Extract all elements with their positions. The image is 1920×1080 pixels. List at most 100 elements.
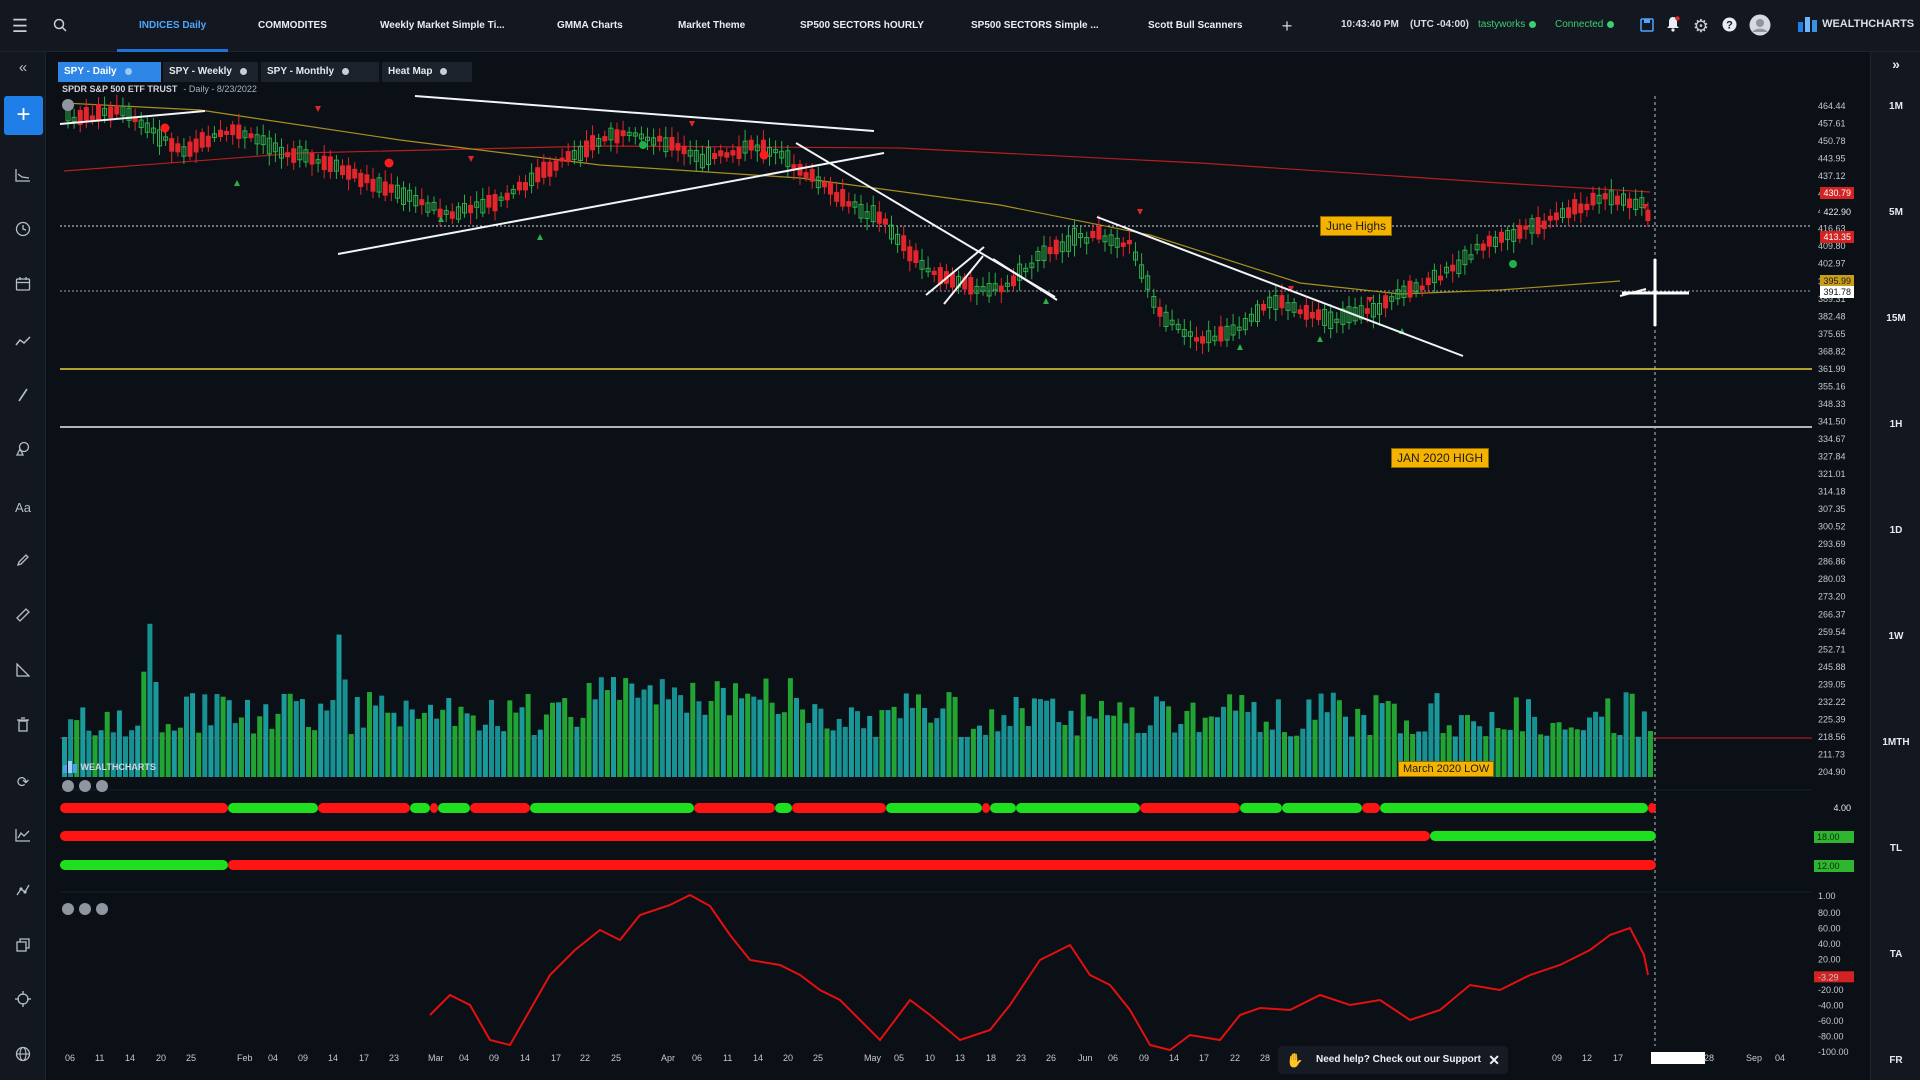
pane-expand-icon[interactable] <box>96 780 108 792</box>
pane-collapse-icon[interactable] <box>79 780 91 792</box>
candle-body <box>1370 302 1376 318</box>
menu-icon[interactable]: ☰ <box>11 16 29 36</box>
close-icon[interactable]: ✕ <box>1488 1052 1500 1068</box>
timezone[interactable]: (UTC -04:00) <box>1410 19 1469 30</box>
text-icon[interactable]: Aa <box>15 500 31 515</box>
jan-2020-high-label[interactable]: JAN 2020 HIGH <box>1391 448 1490 468</box>
volume-bar <box>1373 695 1379 777</box>
volume-bar <box>202 694 208 777</box>
timeframe-tl[interactable]: TL <box>1889 843 1903 854</box>
timeframe-ta[interactable]: TA <box>1889 949 1903 960</box>
june-highs-label[interactable]: June Highs <box>1320 216 1393 236</box>
settings-gear-icon[interactable]: ⚙ <box>1692 16 1710 36</box>
candle-body <box>144 122 150 133</box>
chart-tab-spy-weekly[interactable]: SPY - Weekly <box>163 62 258 82</box>
ruler-icon[interactable] <box>11 606 35 630</box>
sync-icon[interactable]: ⟳ <box>16 774 30 791</box>
save-icon[interactable] <box>1635 14 1659 38</box>
clock-icon[interactable] <box>11 221 35 245</box>
trend-icon[interactable] <box>11 331 35 355</box>
graph-icon[interactable] <box>11 826 35 850</box>
collapse-right-icon[interactable]: » <box>1892 56 1900 72</box>
calendar-icon[interactable] <box>11 276 35 300</box>
volume-bar <box>1233 710 1239 777</box>
price-axis-label: 389.31 <box>1818 294 1846 304</box>
volume-bar <box>226 700 232 777</box>
candle-body <box>523 182 528 191</box>
pane-control-icon[interactable] <box>62 780 74 792</box>
pane-collapse-icon[interactable] <box>79 903 91 915</box>
timeframe-1m[interactable]: 1M <box>1889 101 1903 112</box>
timeframe-15m[interactable]: 15M <box>1886 313 1906 324</box>
candle-body <box>1596 194 1602 204</box>
support-message[interactable]: Need help? Check out our Support Center <box>1316 1054 1482 1065</box>
trash-icon[interactable] <box>11 716 35 740</box>
timeframe-1d[interactable]: 1D <box>1889 525 1903 536</box>
candle-body <box>297 146 303 161</box>
volume-bar <box>1446 725 1452 777</box>
add-tab-icon[interactable]: + <box>1281 16 1293 36</box>
timeframe-1w[interactable]: 1W <box>1888 631 1904 642</box>
march-2020-low-label[interactable]: March 2020 LOW <box>1398 761 1495 777</box>
chart-tab-spy-daily[interactable]: SPY - Daily <box>58 62 161 82</box>
volume-bar <box>1153 696 1159 777</box>
volume-bar <box>171 730 177 777</box>
ribbon-segment <box>470 803 530 813</box>
price-axis-label: 225.39 <box>1818 714 1846 724</box>
volume-bar <box>1129 707 1135 777</box>
tab-gmma-charts[interactable]: GMMA Charts <box>557 20 623 31</box>
help-icon[interactable]: ? <box>1717 14 1741 38</box>
collapse-left-icon[interactable]: « <box>18 59 28 76</box>
volume-bar <box>763 678 769 777</box>
volume-bar <box>1074 735 1080 777</box>
candle-body <box>1108 234 1114 246</box>
time-axis-label: 25 <box>186 1053 196 1063</box>
time-axis-label: 12 <box>1582 1053 1592 1063</box>
time-axis-label: 04 <box>1775 1053 1785 1063</box>
tab-commodities[interactable]: COMMODITES <box>258 20 327 31</box>
pane-control-icon[interactable] <box>62 903 74 915</box>
support-center-banner[interactable]: ✋ Need help? Check out our Support Cente… <box>1278 1046 1508 1074</box>
search-icon[interactable] <box>48 14 72 38</box>
pencil-icon[interactable] <box>11 551 35 575</box>
time-axis-label: 10 <box>925 1053 935 1063</box>
globe-icon[interactable] <box>11 1046 35 1070</box>
volume-bar <box>739 698 745 777</box>
notification-bell-icon[interactable] <box>1661 14 1685 38</box>
tab-market-theme[interactable]: Market Theme <box>678 20 746 31</box>
tab-scott-bull-scanners[interactable]: Scott Bull Scanners <box>1148 20 1243 31</box>
candle-body <box>1529 218 1535 234</box>
oscillator-axis-label: 40.00 <box>1818 939 1841 949</box>
line-chart-icon[interactable] <box>11 166 35 190</box>
volume-bar <box>989 709 995 777</box>
chart-tab-heat-map[interactable]: Heat Map <box>382 62 472 82</box>
timeframe-fr[interactable]: FR <box>1889 1055 1903 1066</box>
tab-sp500-simple[interactable]: SP500 SECTORS Simple ... <box>971 20 1099 31</box>
volume-bar <box>1501 729 1507 777</box>
add-plus-icon[interactable]: + <box>4 96 43 135</box>
layers-icon[interactable] <box>11 936 35 960</box>
volume-bar <box>1001 715 1007 777</box>
ribbon-segment <box>1380 803 1648 813</box>
measure-icon[interactable] <box>11 661 35 685</box>
tab-sp500-hourly[interactable]: SP500 SECTORS hOURLY <box>800 20 924 31</box>
timeframe-1h[interactable]: 1H <box>1889 419 1903 430</box>
shapes-icon[interactable] <box>11 441 35 465</box>
node-graph-icon[interactable] <box>11 881 35 905</box>
user-avatar[interactable] <box>1748 14 1772 38</box>
volume-bar <box>1221 706 1226 777</box>
timeframe-5m[interactable]: 5M <box>1889 207 1903 218</box>
candle-body <box>327 156 333 172</box>
tab-indices-daily[interactable]: INDICES Daily <box>116 0 229 52</box>
line-draw-icon[interactable] <box>11 386 35 410</box>
brand-logo[interactable]: WEALTHCHARTS <box>1797 14 1914 34</box>
broker-status[interactable]: tastyworks <box>1478 19 1537 30</box>
trendline <box>925 246 985 296</box>
timeframe-1mth[interactable]: 1MTH <box>1882 737 1910 748</box>
pane-control-icon[interactable] <box>62 99 74 111</box>
pane-expand-icon[interactable] <box>96 903 108 915</box>
chart-tab-spy-monthly[interactable]: SPY - Monthly <box>261 62 379 82</box>
target-icon[interactable] <box>11 991 35 1015</box>
tab-weekly-market[interactable]: Weekly Market Simple Ti... <box>380 20 505 31</box>
